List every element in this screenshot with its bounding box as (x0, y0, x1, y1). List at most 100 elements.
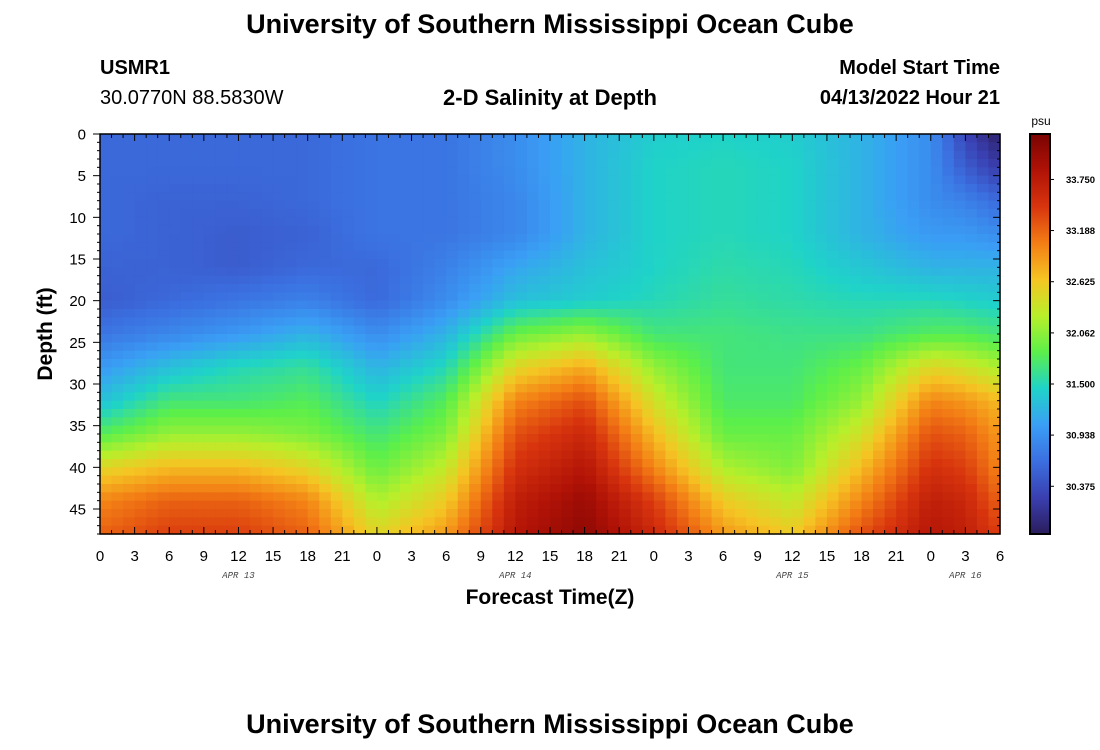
heatmap-cell (330, 442, 343, 452)
heatmap-cell (861, 350, 874, 360)
heatmap-cell (953, 217, 966, 227)
heatmap-cell (342, 442, 355, 452)
heatmap-cell (884, 134, 897, 143)
heatmap-cell (850, 384, 863, 393)
heatmap-cell (653, 450, 666, 460)
heatmap-cell (353, 417, 366, 427)
heatmap-cell (365, 200, 378, 210)
heatmap-cell (388, 400, 401, 410)
heatmap-cell (665, 400, 678, 410)
heatmap-cell (203, 359, 216, 368)
heatmap-cell (907, 509, 920, 518)
heatmap-cell (815, 159, 828, 168)
heatmap-cell (780, 234, 793, 243)
heatmap-cell (630, 217, 643, 227)
heatmap-cell (965, 175, 978, 185)
heatmap-cell (307, 234, 320, 243)
heatmap-cell (273, 284, 286, 293)
heatmap-cell (526, 309, 540, 318)
heatmap-cell (907, 217, 920, 227)
heatmap-cell (457, 142, 470, 152)
heatmap-cell (573, 325, 586, 335)
heatmap-cell (850, 300, 863, 310)
heatmap-cell (330, 450, 343, 460)
heatmap-cell (480, 484, 493, 493)
heatmap-cell (457, 209, 470, 218)
heatmap-cell (815, 417, 828, 427)
heatmap-cell (492, 467, 505, 477)
heatmap-cell (134, 317, 147, 327)
heatmap-cell (192, 484, 205, 493)
heatmap-cell (896, 159, 909, 168)
heatmap-cell (826, 225, 840, 235)
heatmap-cell (342, 342, 355, 352)
heatmap-cell (873, 384, 886, 393)
heatmap-cell (180, 267, 193, 277)
heatmap-cell (919, 384, 932, 393)
heatmap-cell (296, 459, 309, 468)
heatmap-cell (342, 500, 355, 510)
heatmap-cell (273, 209, 286, 218)
heatmap-cell (411, 359, 424, 368)
heatmap-cell (469, 442, 482, 452)
heatmap-cell (307, 259, 320, 268)
heatmap-cell (561, 500, 574, 510)
heatmap-cell (434, 284, 447, 293)
heatmap-cell (700, 417, 713, 427)
heatmap-cell (884, 392, 897, 402)
heatmap-cell (965, 500, 978, 510)
heatmap-cell (215, 242, 228, 252)
heatmap-cell (307, 142, 320, 152)
heatmap-cell (561, 434, 574, 443)
x-tick-label: 9 (200, 548, 208, 565)
heatmap-cell (284, 400, 297, 410)
heatmap-cell (676, 434, 690, 443)
heatmap-cell (803, 325, 816, 335)
heatmap-cell (596, 384, 609, 393)
heatmap-cell (550, 250, 563, 260)
heatmap-cell (976, 234, 990, 243)
heatmap-cell (215, 159, 228, 168)
heatmap-cell (734, 242, 747, 252)
heatmap-cell (342, 509, 355, 518)
heatmap-cell (850, 267, 863, 277)
heatmap-cell (826, 509, 840, 518)
heatmap-cell (942, 309, 955, 318)
heatmap-cell (400, 209, 413, 218)
heatmap-cell (146, 425, 159, 435)
heatmap-cell (273, 492, 286, 502)
heatmap-cell (561, 309, 574, 318)
heatmap-cell (296, 467, 309, 477)
heatmap-cell (873, 409, 886, 418)
heatmap-cell (469, 209, 482, 218)
heatmap-cell (261, 192, 274, 202)
heatmap-cell (261, 500, 274, 510)
heatmap-cell (630, 359, 643, 368)
heatmap-cell (215, 184, 228, 193)
heatmap-cell (803, 375, 816, 385)
heatmap-cell (653, 509, 666, 518)
heatmap-cell (734, 267, 747, 277)
heatmap-cell (711, 375, 724, 385)
heatmap-cell (676, 384, 690, 393)
heatmap-cell (157, 375, 170, 385)
heatmap-cell (492, 475, 505, 485)
heatmap-cell (792, 492, 805, 502)
heatmap-cell (769, 217, 782, 227)
heatmap-cell (976, 459, 990, 468)
heatmap-cell (400, 284, 413, 293)
heatmap-cell (111, 150, 124, 160)
heatmap-cell (780, 300, 793, 310)
heatmap-cell (930, 517, 943, 527)
heatmap-cell (976, 417, 990, 427)
heatmap-cell (630, 192, 643, 202)
heatmap-cell (757, 167, 770, 177)
heatmap-cell (238, 317, 251, 327)
heatmap-cell (100, 175, 113, 185)
heatmap-cell (573, 284, 586, 293)
heatmap-cell (388, 425, 401, 435)
x-tick-label: 6 (442, 548, 450, 565)
heatmap-cell (423, 517, 436, 527)
heatmap-cell (123, 367, 136, 377)
heatmap-cell (376, 434, 390, 443)
